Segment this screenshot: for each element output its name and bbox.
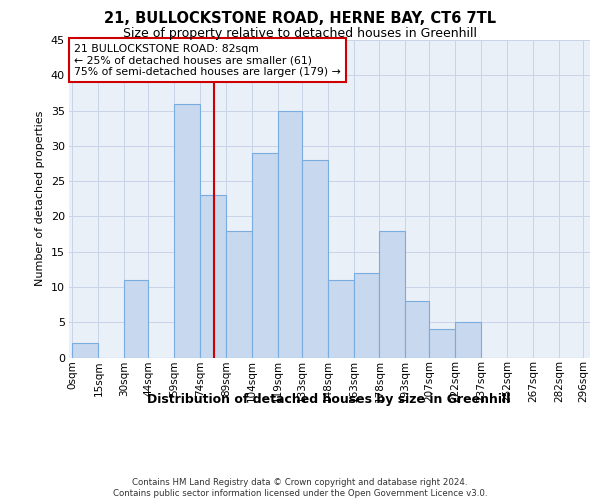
- Bar: [430, 330, 455, 357]
- Bar: [200, 195, 226, 358]
- Bar: [73, 344, 98, 357]
- Bar: [252, 153, 278, 358]
- Text: 21 BULLOCKSTONE ROAD: 82sqm
← 25% of detached houses are smaller (61)
75% of sem: 21 BULLOCKSTONE ROAD: 82sqm ← 25% of det…: [74, 44, 341, 76]
- Y-axis label: Number of detached properties: Number of detached properties: [35, 111, 45, 286]
- Bar: [226, 230, 252, 358]
- Bar: [455, 322, 481, 358]
- Bar: [353, 273, 379, 357]
- Text: Distribution of detached houses by size in Greenhill: Distribution of detached houses by size …: [147, 392, 511, 406]
- Bar: [328, 280, 353, 357]
- Bar: [302, 160, 328, 358]
- Bar: [278, 110, 302, 358]
- Bar: [174, 104, 200, 358]
- Bar: [124, 280, 148, 357]
- Text: 21, BULLOCKSTONE ROAD, HERNE BAY, CT6 7TL: 21, BULLOCKSTONE ROAD, HERNE BAY, CT6 7T…: [104, 11, 496, 26]
- Text: Size of property relative to detached houses in Greenhill: Size of property relative to detached ho…: [123, 28, 477, 40]
- Bar: [405, 301, 430, 358]
- Bar: [379, 230, 405, 358]
- Text: Contains HM Land Registry data © Crown copyright and database right 2024.
Contai: Contains HM Land Registry data © Crown c…: [113, 478, 487, 498]
